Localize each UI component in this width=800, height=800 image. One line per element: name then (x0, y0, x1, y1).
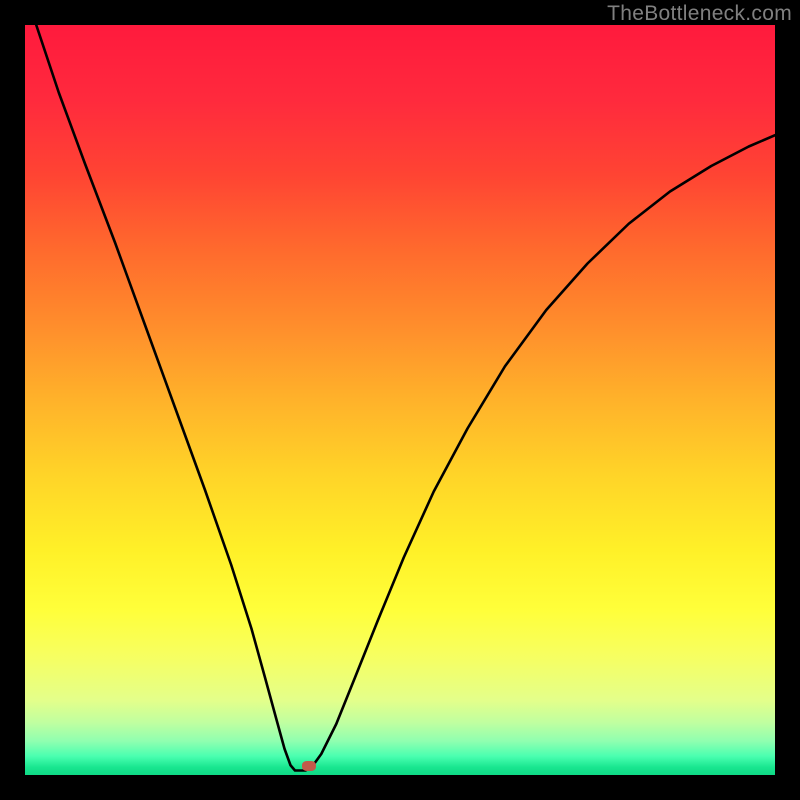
minimum-marker (302, 761, 316, 771)
gradient-background (25, 25, 775, 775)
plot-area (25, 25, 775, 775)
frame-right (775, 0, 800, 800)
gradient-chart (25, 25, 775, 775)
frame-left (0, 0, 25, 800)
frame-bottom (0, 775, 800, 800)
watermark-text: TheBottleneck.com (607, 2, 792, 26)
